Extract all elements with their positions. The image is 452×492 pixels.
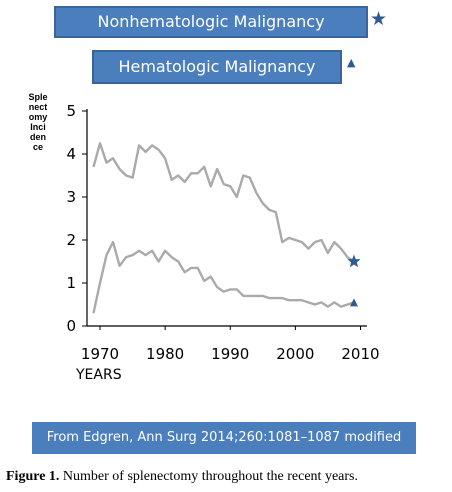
y-tick-label: 0 [66, 317, 76, 335]
y-tick-label: 4 [66, 145, 76, 163]
legend-nonhematologic: Nonhematologic Malignancy [54, 6, 368, 38]
caption-text: Number of splenectomy throughout the rec… [59, 469, 358, 484]
source-banner: From Edgren, Ann Surg 2014;260:1081–1087… [32, 422, 416, 454]
y-tick-label: 1 [66, 274, 76, 292]
y-tick-label: 3 [66, 188, 76, 206]
series-line-nonhematologic [92, 142, 355, 263]
legend-nonhematologic-label: Nonhematologic Malignancy [97, 12, 325, 31]
source-text: From Edgren, Ann Surg 2014;260:1081–1087… [46, 430, 402, 445]
series-line-hematologic [92, 240, 355, 314]
y-tick-label: 5 [66, 102, 76, 120]
figure-caption: Figure 1. Number of splenectomy througho… [6, 469, 450, 485]
triangle-icon: ▲ [347, 56, 356, 69]
x-tick-label: 1980 [146, 345, 184, 363]
x-tick-label: 2000 [276, 345, 314, 363]
figure-label: Figure 1. [6, 469, 60, 484]
y-tick-label: 2 [66, 231, 76, 249]
x-tick-label: 2010 [341, 345, 379, 363]
triangle-marker [349, 298, 358, 307]
x-axis-label: YEARS [76, 367, 122, 383]
star-icon: ★ [370, 8, 388, 30]
legend-hematologic-label: Hematologic Malignancy [118, 57, 316, 76]
x-tick-label: 1990 [211, 345, 249, 363]
y-axis-label: Splenectomy Incidence [28, 92, 50, 152]
x-tick-label: 1970 [81, 345, 119, 363]
star-marker [347, 254, 361, 268]
legend-hematologic: Hematologic Malignancy [92, 50, 342, 84]
